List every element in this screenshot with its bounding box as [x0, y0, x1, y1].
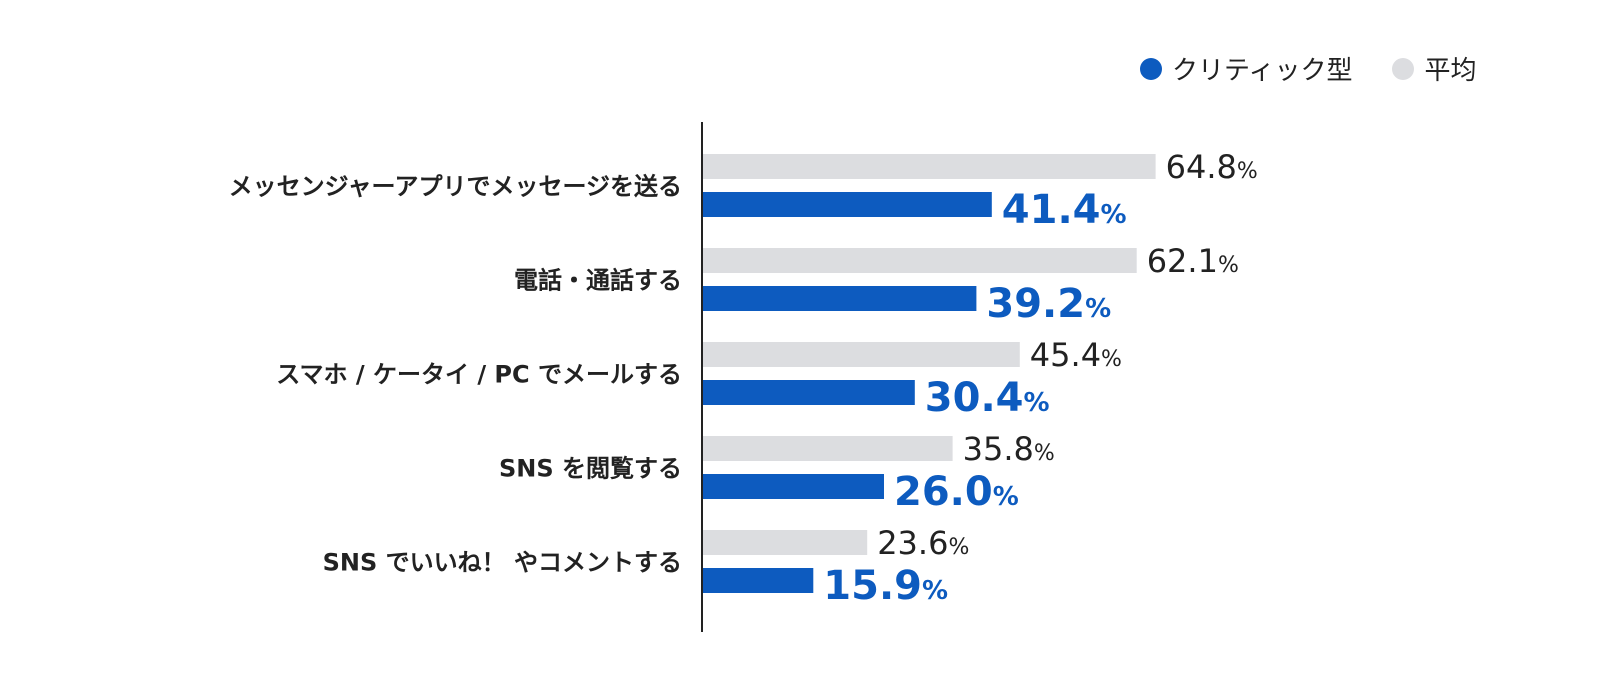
value-label-critic: 15.9% — [823, 563, 948, 609]
bar-average — [702, 530, 868, 555]
category-label: スマホ / ケータイ / PC でメールする — [276, 361, 682, 389]
legend-critic-swatch — [1140, 57, 1162, 80]
value-label-critic: 41.4% — [1002, 187, 1127, 233]
value-label-critic: 39.2% — [986, 281, 1111, 327]
legend-average-label: 平均 — [1424, 56, 1477, 86]
value-label-critic: 26.0% — [894, 469, 1019, 515]
category-label: SNS を閲覧する — [499, 455, 682, 483]
bar-critic — [702, 286, 977, 311]
bar-critic — [702, 474, 884, 499]
category-label: SNS でいいね！ やコメントする — [323, 549, 682, 577]
legend-item-critic: クリティック型 — [1140, 50, 1352, 87]
value-label-average: 23.6% — [877, 524, 969, 562]
legend: クリティック型 平均 — [1140, 50, 1476, 87]
value-label-average: 64.8% — [1166, 148, 1258, 186]
value-label-average: 62.1% — [1147, 242, 1239, 280]
value-label-average: 45.4% — [1030, 336, 1122, 374]
value-label-critic: 30.4% — [925, 375, 1050, 421]
legend-critic-label: クリティック型 — [1172, 56, 1353, 86]
value-label-average: 35.8% — [963, 430, 1055, 468]
bar-average — [702, 436, 953, 461]
bar-critic — [702, 192, 992, 217]
category-label: 電話・通話する — [514, 267, 682, 295]
category-label: メッセンジャーアプリでメッセージを送る — [229, 173, 682, 201]
bar-critic — [702, 568, 814, 593]
legend-average-swatch — [1392, 57, 1415, 80]
legend-item-average: 平均 — [1392, 50, 1476, 87]
bar-critic — [702, 380, 915, 405]
bar-average — [702, 154, 1156, 179]
bar-average — [702, 248, 1137, 273]
bar-average — [702, 342, 1020, 367]
